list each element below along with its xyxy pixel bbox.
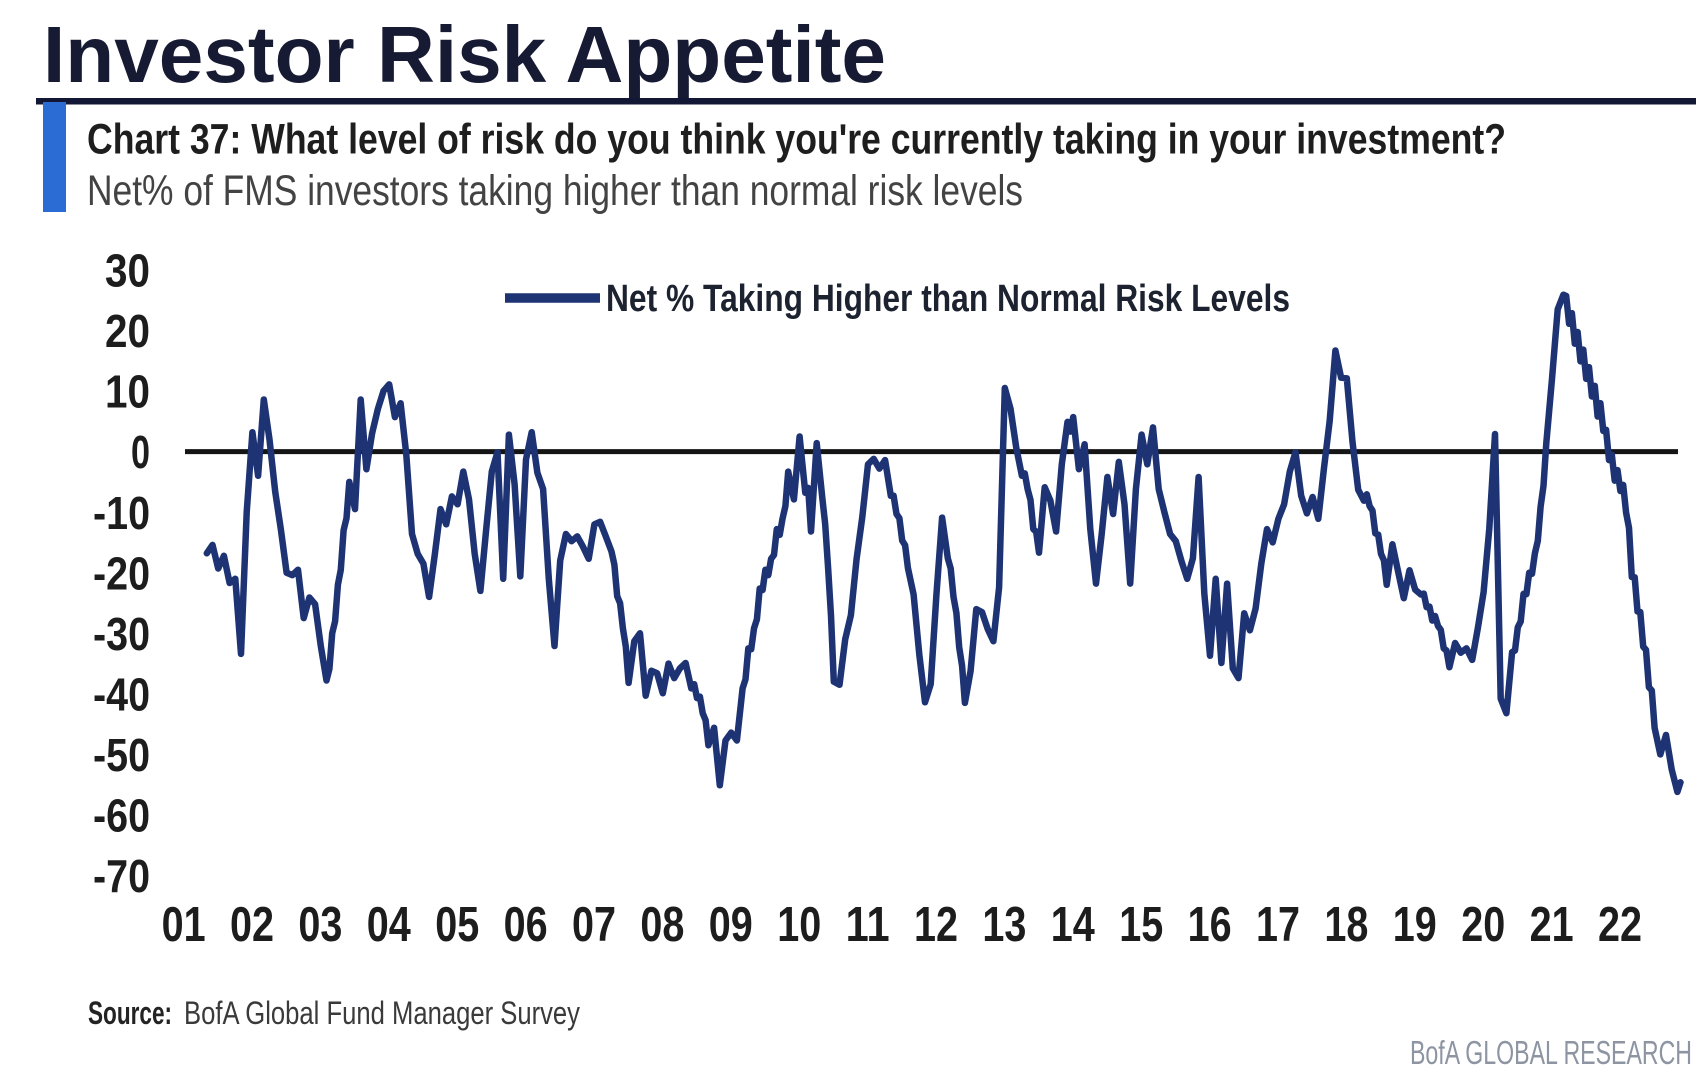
svg-text:16: 16 bbox=[1188, 897, 1232, 952]
svg-text:21: 21 bbox=[1530, 897, 1574, 952]
svg-text:BofA GLOBAL RESEARCH: BofA GLOBAL RESEARCH bbox=[1410, 1034, 1692, 1067]
svg-text:01: 01 bbox=[162, 897, 206, 952]
svg-text:-60: -60 bbox=[93, 790, 150, 842]
svg-text:Investor Risk Appetite: Investor Risk Appetite bbox=[43, 10, 886, 99]
svg-text:-30: -30 bbox=[93, 608, 150, 660]
svg-text:09: 09 bbox=[709, 897, 753, 952]
svg-text:08: 08 bbox=[640, 897, 684, 952]
svg-text:10: 10 bbox=[105, 366, 150, 418]
svg-text:05: 05 bbox=[435, 897, 479, 952]
svg-text:Net % Taking Higher than Norma: Net % Taking Higher than Normal Risk Lev… bbox=[606, 278, 1290, 320]
svg-text:17: 17 bbox=[1256, 897, 1300, 952]
svg-text:06: 06 bbox=[504, 897, 548, 952]
svg-text:Chart 37: What level of risk d: Chart 37: What level of risk do you thin… bbox=[87, 116, 1506, 164]
svg-text:BofA Global Fund Manager Surve: BofA Global Fund Manager Survey bbox=[184, 995, 580, 1031]
svg-text:13: 13 bbox=[982, 897, 1026, 952]
svg-text:-20: -20 bbox=[93, 547, 150, 599]
svg-text:14: 14 bbox=[1051, 897, 1095, 952]
svg-text:11: 11 bbox=[846, 897, 890, 952]
svg-text:03: 03 bbox=[298, 897, 342, 952]
svg-text:12: 12 bbox=[914, 897, 958, 952]
svg-text:-10: -10 bbox=[93, 487, 150, 539]
svg-text:20: 20 bbox=[105, 305, 150, 357]
svg-text:18: 18 bbox=[1324, 897, 1368, 952]
svg-text:04: 04 bbox=[367, 897, 411, 952]
svg-text:Source:: Source: bbox=[88, 995, 172, 1031]
svg-text:Net% of FMS investors taking h: Net% of FMS investors taking higher than… bbox=[87, 167, 1023, 215]
svg-text:0: 0 bbox=[131, 426, 150, 478]
svg-text:10: 10 bbox=[777, 897, 821, 952]
svg-text:20: 20 bbox=[1461, 897, 1505, 952]
svg-text:07: 07 bbox=[572, 897, 616, 952]
svg-text:-50: -50 bbox=[93, 729, 150, 781]
svg-text:-40: -40 bbox=[93, 668, 150, 720]
svg-text:19: 19 bbox=[1393, 897, 1437, 952]
svg-text:22: 22 bbox=[1598, 897, 1642, 952]
svg-text:02: 02 bbox=[230, 897, 274, 952]
svg-text:30: 30 bbox=[105, 245, 150, 297]
svg-text:-70: -70 bbox=[93, 850, 150, 902]
svg-text:15: 15 bbox=[1119, 897, 1163, 952]
